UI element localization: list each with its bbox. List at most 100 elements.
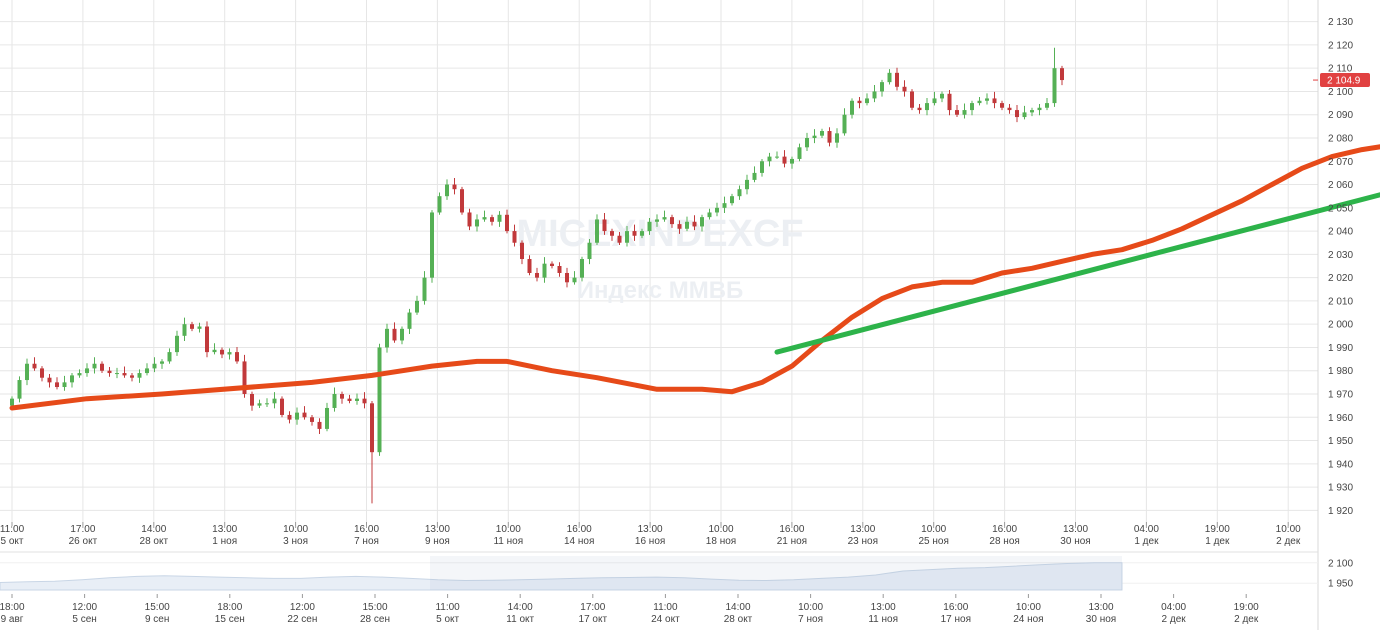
candle-body — [782, 156, 787, 164]
x-tick-date: 7 ноя — [354, 536, 379, 547]
y-tick-label: 2 000 — [1328, 320, 1353, 331]
candle-body — [775, 156, 779, 158]
last-price-marker: 2 104.9 — [1313, 73, 1370, 88]
candle-body — [970, 103, 974, 111]
candle-body — [92, 363, 97, 369]
x-tick-date: 23 ноя — [848, 536, 878, 547]
candle-body — [955, 110, 959, 115]
candle-body — [880, 82, 884, 92]
x-tick-date: 11 ноя — [493, 536, 523, 547]
candle-body — [167, 352, 172, 362]
candle-body — [542, 263, 547, 278]
y-tick-label: 2 100 — [1328, 87, 1353, 98]
candle-body — [212, 349, 217, 353]
candle-body — [107, 370, 112, 374]
candle-body — [10, 398, 14, 406]
candle-body — [1045, 103, 1049, 108]
candle-body — [115, 373, 119, 375]
y-tick-label: 2 090 — [1328, 110, 1353, 121]
candle-body — [100, 363, 104, 371]
candle-body — [77, 373, 82, 376]
navigator-x-tick-date: 5 окт — [436, 614, 459, 625]
navigator-x-tick-time: 11:00 — [653, 602, 678, 613]
candle-body — [557, 266, 562, 273]
navigator-x-tick-time: 12:00 — [72, 602, 97, 613]
candle-body — [760, 161, 764, 173]
candle-body — [745, 179, 749, 190]
candle-body — [1022, 112, 1027, 118]
navigator-area — [0, 562, 1123, 591]
navigator-x-tick-time: 16:00 — [943, 602, 968, 613]
candle-body — [610, 231, 614, 236]
navigator-x-tick-time: 12:00 — [290, 602, 315, 613]
candle-body — [62, 382, 67, 388]
last-price-badge — [1320, 73, 1370, 88]
candle-body — [827, 131, 832, 143]
navigator-x-tick-date: 30 ноя — [1086, 614, 1116, 625]
navigator-x-tick-date: 28 сен — [360, 614, 390, 625]
x-tick-date: 28 ноя — [989, 536, 1019, 547]
x-tick-date: 14 ноя — [564, 536, 594, 547]
candle-body — [265, 403, 269, 405]
y-tick-label: 1 980 — [1328, 366, 1353, 377]
navigator-x-tick-time: 14:00 — [725, 602, 750, 613]
candle-body — [977, 100, 982, 104]
candle-body — [385, 328, 389, 348]
candle-body — [370, 403, 374, 453]
candle-body — [1000, 103, 1004, 108]
x-tick-time: 11:00 — [0, 524, 25, 535]
candle-body — [565, 272, 569, 283]
x-tick-time: 17:00 — [70, 524, 95, 535]
y-axis[interactable]: 1 920 1 930 1 940 1 950 1 960 1 970 1 980 1 990… — [1328, 17, 1353, 517]
candle-body — [497, 214, 502, 222]
candle-body — [340, 394, 344, 399]
x-tick-time: 10:00 — [1276, 524, 1301, 535]
candle-body — [460, 189, 464, 213]
candle-body — [175, 335, 179, 353]
candle-body — [85, 368, 89, 374]
x-tick-date: 30 ноя — [1060, 536, 1090, 547]
candle-body — [857, 100, 862, 104]
navigator-x-tick-date: 9 авг — [1, 614, 24, 625]
candle-body — [1037, 107, 1042, 111]
candle-body — [272, 398, 277, 404]
candle-body — [580, 259, 584, 278]
candle-body — [1052, 68, 1057, 104]
y-tick-label: 2 050 — [1328, 203, 1353, 214]
x-tick-time: 16:00 — [567, 524, 592, 535]
navigator-x-tick-time: 15:00 — [362, 602, 387, 613]
navigator-x-tick-date: 2 дек — [1162, 614, 1187, 625]
candle-body — [992, 98, 997, 104]
candle-body — [122, 373, 127, 376]
candle-body — [407, 312, 412, 329]
candle-body — [655, 219, 659, 222]
candle-body — [842, 114, 847, 134]
candle-body — [700, 217, 704, 227]
candle-body — [947, 93, 952, 111]
candle-body — [17, 380, 22, 399]
x-tick-time: 10:00 — [708, 524, 733, 535]
candle-body — [227, 352, 232, 355]
candle-body — [715, 207, 719, 213]
candle-body — [527, 259, 532, 273]
candle-body — [235, 352, 239, 362]
y-tick-label: 1 990 — [1328, 343, 1353, 354]
candle-body — [512, 231, 517, 243]
candle-body — [535, 272, 539, 278]
candle-body — [220, 349, 224, 355]
candle-body — [452, 184, 457, 190]
candle-body — [490, 217, 494, 222]
candle-body — [182, 324, 187, 336]
x-tick-date: 25 ноя — [918, 536, 948, 547]
y-tick-label: 2 110 — [1328, 64, 1353, 75]
candle-body — [25, 363, 29, 381]
candle-body — [917, 107, 922, 111]
candle-body — [805, 138, 809, 148]
candle-body — [505, 214, 509, 232]
candle-body — [467, 212, 472, 227]
candle-body — [685, 221, 689, 229]
main-grid — [0, 0, 1319, 630]
